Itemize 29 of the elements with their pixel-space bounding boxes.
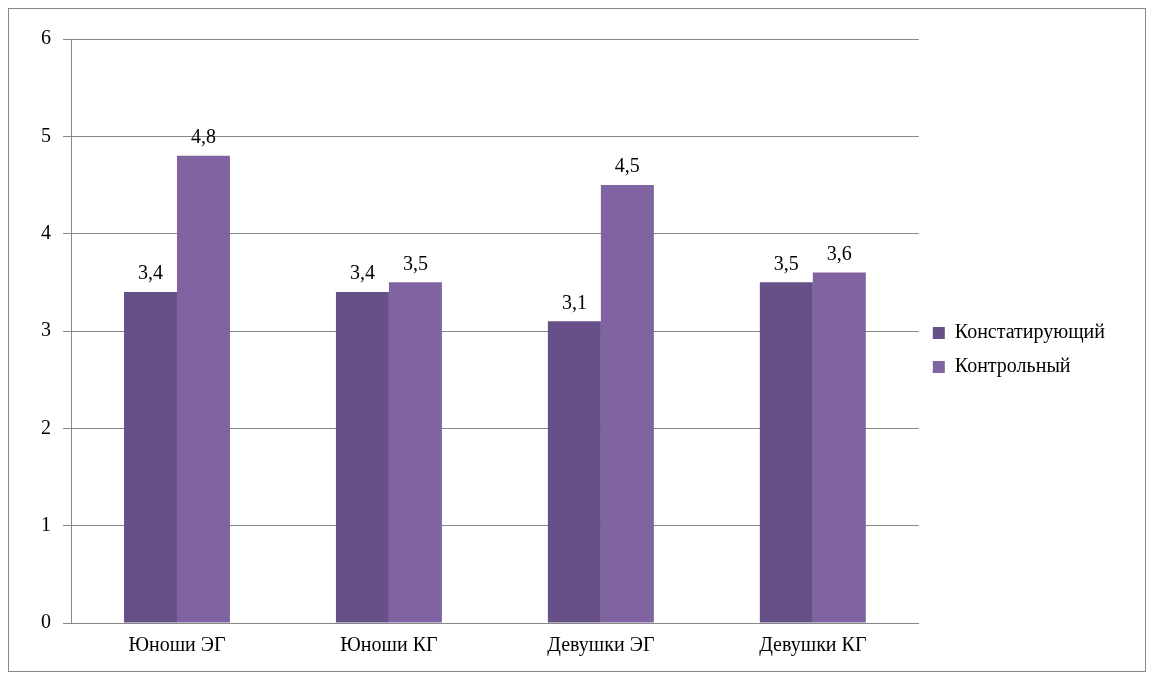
data-label: 3,5 <box>773 251 799 274</box>
bar <box>547 321 601 623</box>
x-tick-label: Девушки КГ <box>759 633 867 657</box>
data-label: 4,5 <box>614 154 640 177</box>
y-tick-label: 0 <box>41 610 51 633</box>
data-label: 3,5 <box>402 251 428 274</box>
y-tick-label: 3 <box>41 318 51 341</box>
x-tick-label: Девушки ЭГ <box>547 633 655 657</box>
y-tick-label: 4 <box>41 220 51 243</box>
y-tick-label: 1 <box>41 512 51 535</box>
legend-label: Контрольный <box>954 354 1071 378</box>
legend-label: Констатирующий <box>954 320 1106 344</box>
x-tick-label: Юноши ЭГ <box>128 633 226 656</box>
y-tick-label: 5 <box>41 123 51 146</box>
bar <box>600 185 654 623</box>
data-label: 3,4 <box>137 261 163 284</box>
data-label: 3,1 <box>561 290 587 313</box>
y-tick-label: 6 <box>41 26 51 49</box>
data-label: 3,4 <box>349 261 375 284</box>
bar <box>759 282 813 623</box>
bar <box>812 272 866 623</box>
bar <box>123 292 177 623</box>
bar <box>335 292 389 623</box>
y-tick-label: 2 <box>41 415 51 438</box>
data-label: 3,6 <box>826 241 852 264</box>
data-label: 4,8 <box>190 125 216 148</box>
x-tick-label: Юноши КГ <box>340 633 438 656</box>
bar <box>388 282 442 623</box>
bar <box>176 155 230 623</box>
